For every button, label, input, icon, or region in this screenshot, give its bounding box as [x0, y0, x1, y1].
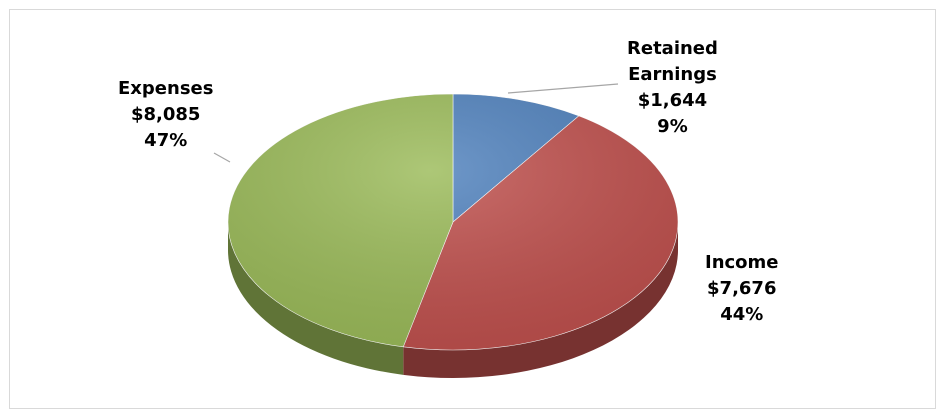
slice-percent: 47%	[144, 130, 188, 151]
slice-percent: 9%	[657, 116, 688, 137]
slice-value: $1,644	[637, 90, 708, 111]
slice-percent: 44%	[720, 304, 764, 325]
slice-name: Income	[705, 252, 779, 273]
slice-name-line-1: Retained	[627, 38, 718, 59]
slice-label-expenses: Expenses $8,085 47%	[118, 76, 213, 154]
slice-label-retained-earnings: Retained Earnings $1,644 9%	[627, 36, 718, 140]
slice-label-income: Income $7,676 44%	[705, 250, 779, 328]
pie-top-shine	[228, 94, 678, 350]
pie-side-income	[403, 222, 678, 378]
slice-name: Expenses	[118, 78, 214, 99]
leader-line-retained-earnings	[507, 83, 619, 94]
leader-line-expenses	[213, 152, 231, 163]
slice-name-line-2: Earnings	[628, 64, 717, 85]
pie-side-expenses	[228, 222, 404, 375]
slice-value: $8,085	[130, 104, 201, 125]
slice-value: $7,676	[707, 278, 777, 299]
